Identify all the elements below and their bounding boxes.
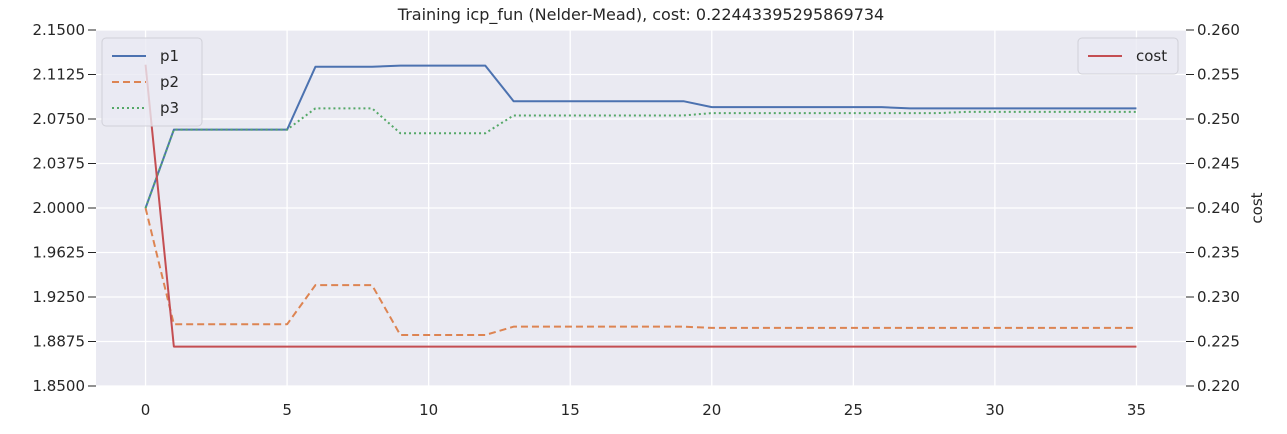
y2-tick-label: 0.230 bbox=[1197, 288, 1240, 306]
series-lines bbox=[144, 64, 1137, 348]
legend-cost: cost bbox=[1077, 37, 1179, 75]
legend-label-cost: cost bbox=[1136, 47, 1167, 65]
x-tick-label: 35 bbox=[1127, 401, 1146, 419]
y-tick-label: 2.1500 bbox=[33, 21, 86, 39]
x-tick-label: 0 bbox=[141, 401, 151, 419]
x-tick-label: 5 bbox=[282, 401, 292, 419]
legend-params: p1 p2 p3 bbox=[101, 37, 203, 127]
series-line-cost bbox=[144, 64, 1137, 348]
y2-tick-label: 0.220 bbox=[1197, 377, 1240, 395]
chart-title: Training icp_fun (Nelder-Mead), cost: 0.… bbox=[397, 5, 884, 25]
y-tick-label: 1.8500 bbox=[33, 377, 86, 395]
y2-tick-label: 0.240 bbox=[1197, 199, 1240, 217]
y2-tick-label: 0.250 bbox=[1197, 110, 1240, 128]
x-tick-label: 15 bbox=[561, 401, 580, 419]
y2-tick-label: 0.245 bbox=[1197, 155, 1240, 173]
legend-frame bbox=[101, 37, 203, 127]
x-tick-label: 20 bbox=[702, 401, 721, 419]
y2-axis-label: cost bbox=[1248, 192, 1266, 223]
y-tick-label: 1.9250 bbox=[33, 288, 86, 306]
x-tick-label: 25 bbox=[844, 401, 863, 419]
x-ticks: 0 5 10 15 20 25 30 35 bbox=[141, 401, 1146, 419]
y-ticks: 2.1500 2.1125 2.0750 2.0375 2.0000 1.9625 1.92… bbox=[33, 21, 96, 395]
y2-tick-label: 0.235 bbox=[1197, 244, 1240, 262]
y-tick-label: 1.8875 bbox=[33, 333, 86, 351]
y-tick-label: 1.9625 bbox=[33, 244, 86, 262]
series-line-p1 bbox=[144, 64, 1137, 209]
y-tick-label: 2.1125 bbox=[33, 66, 86, 84]
y-tick-label: 2.0000 bbox=[33, 199, 86, 217]
grid bbox=[96, 29, 1186, 387]
legend-label-p2: p2 bbox=[160, 73, 179, 91]
x-tick-label: 30 bbox=[985, 401, 1004, 419]
legend-label-p3: p3 bbox=[160, 99, 179, 117]
x-tick-label: 10 bbox=[419, 401, 438, 419]
y2-tick-label: 0.225 bbox=[1197, 333, 1240, 351]
legend-frame bbox=[1077, 37, 1179, 75]
series-line-p3 bbox=[144, 107, 1137, 209]
y-tick-label: 2.0750 bbox=[33, 110, 86, 128]
y2-tick-label: 0.255 bbox=[1197, 66, 1240, 84]
y2-tick-label: 0.260 bbox=[1197, 21, 1240, 39]
legend-label-p1: p1 bbox=[160, 47, 179, 65]
y-tick-label: 2.0375 bbox=[33, 155, 86, 173]
y2-ticks: 0.260 0.255 0.250 0.245 0.240 0.235 0.230 0.225… bbox=[1186, 21, 1240, 395]
